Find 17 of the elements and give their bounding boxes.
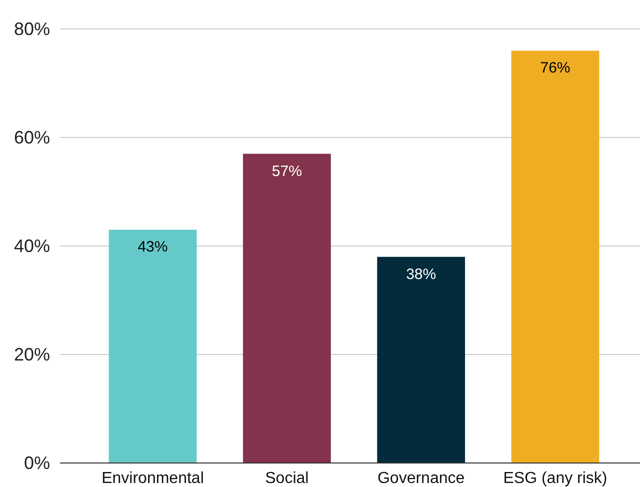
bar (377, 256, 466, 463)
data-label: 43% (138, 238, 168, 256)
y-tick-label: 40% (14, 236, 50, 256)
bar (108, 230, 197, 463)
bar (242, 154, 331, 463)
x-tick-label: Social (265, 470, 309, 487)
x-tick-label: Environmental (102, 470, 204, 487)
bar (511, 50, 600, 463)
data-label: 76% (540, 60, 570, 77)
y-tick-label: 0% (24, 453, 50, 473)
x-tick-label: ESG (any risk) (503, 470, 608, 487)
data-label: 57% (272, 162, 302, 180)
y-tick-label: 80% (14, 19, 50, 39)
data-label: 38% (406, 266, 436, 283)
y-tick-label: 60% (14, 128, 50, 148)
x-tick-label: Governance (378, 470, 465, 487)
y-tick-label: 20% (14, 344, 50, 364)
